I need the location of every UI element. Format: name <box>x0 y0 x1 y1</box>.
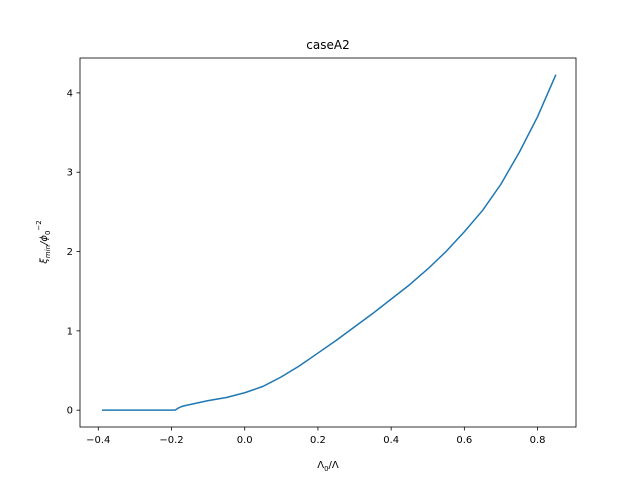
x-tick-label: −0.2 <box>159 435 183 446</box>
series-layer <box>101 74 557 411</box>
x-tick-label: 0.2 <box>310 435 326 446</box>
y-tick-label: 3 <box>67 168 73 179</box>
y-tick-label: 0 <box>67 406 73 417</box>
x-tick-label: 0.0 <box>237 435 253 446</box>
x-tick-label: 0.6 <box>456 435 472 446</box>
y-tick-label: 2 <box>67 247 73 258</box>
x-tick-label: −0.4 <box>86 435 110 446</box>
y-tick-label: 4 <box>67 88 73 99</box>
x-tick-label: 0.4 <box>383 435 399 446</box>
x-axis-ticks: −0.4 −0.2 0.0 0.2 0.4 0.6 0.8 <box>86 427 546 446</box>
series-line-0 <box>101 74 557 411</box>
x-axis-label: Λ0/Λ <box>317 460 339 473</box>
y-axis-label: ξmin/ϕ0−2 <box>35 220 52 265</box>
y-axis-ticks: 0 1 2 3 4 <box>67 88 80 417</box>
x-tick-label: 0.8 <box>530 435 546 446</box>
y-tick-label: 1 <box>67 326 73 337</box>
axes-frame <box>79 57 577 428</box>
chart-title: caseA2 <box>306 38 349 52</box>
